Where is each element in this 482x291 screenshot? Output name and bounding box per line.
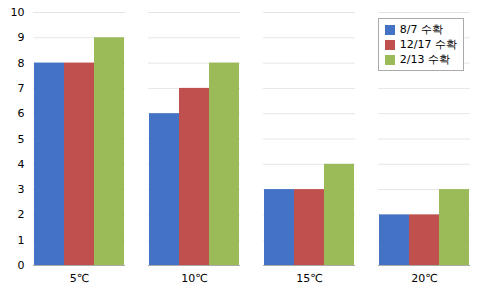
svg-text:4: 4 bbox=[18, 158, 25, 171]
svg-text:8: 8 bbox=[18, 57, 25, 70]
svg-text:1: 1 bbox=[18, 234, 25, 247]
svg-text:7: 7 bbox=[18, 82, 25, 95]
svg-text:9: 9 bbox=[18, 31, 25, 44]
svg-text:5℃: 5℃ bbox=[70, 272, 89, 285]
svg-text:2: 2 bbox=[18, 208, 25, 221]
svg-text:10℃: 10℃ bbox=[181, 272, 207, 285]
svg-text:5: 5 bbox=[18, 133, 25, 146]
html-text:12/17 수확: 12/17 수확 bbox=[399, 38, 457, 51]
html-text:2/13 수확: 2/13 수확 bbox=[399, 53, 450, 66]
html-text:8/7 수확: 8/7 수확 bbox=[399, 23, 443, 36]
svg-text:3: 3 bbox=[18, 183, 25, 196]
svg-text:15℃: 15℃ bbox=[296, 272, 322, 285]
svg-text:20℃: 20℃ bbox=[411, 272, 437, 285]
svg-text:10: 10 bbox=[11, 6, 25, 19]
svg-text:6: 6 bbox=[18, 107, 25, 120]
svg-text:0: 0 bbox=[18, 259, 25, 272]
